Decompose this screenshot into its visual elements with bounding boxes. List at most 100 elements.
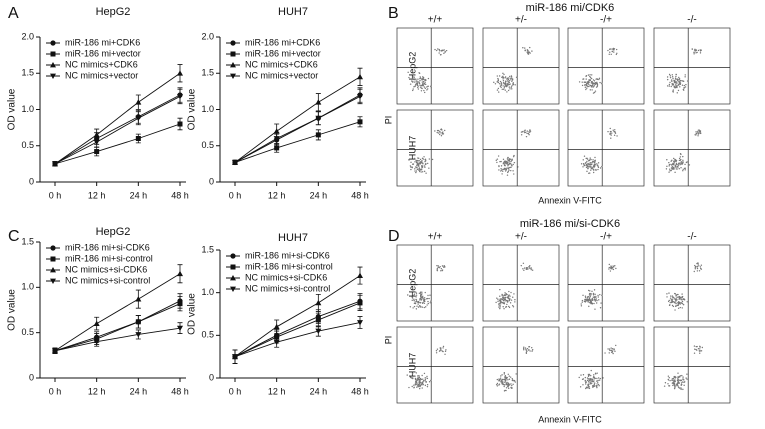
cytometry-dot	[415, 298, 417, 301]
cytometry-dot	[526, 347, 529, 350]
cytometry-dot	[421, 381, 424, 383]
cytometry-dot	[614, 265, 616, 267]
chart-title: HUH7	[278, 232, 308, 244]
cytometry-dot	[671, 382, 674, 384]
cytometry-dot	[499, 304, 501, 307]
data-marker	[315, 299, 322, 306]
cytometry-dot	[699, 130, 701, 132]
cytometry-dot	[666, 78, 669, 81]
cytometry-dot	[415, 171, 417, 174]
cytometry-dot	[508, 169, 510, 171]
data-marker	[50, 245, 56, 251]
cytometry-dot	[668, 85, 670, 87]
cytometry-dot	[414, 382, 417, 384]
cytometry-dot	[441, 265, 444, 267]
cytometry-dot	[596, 380, 598, 382]
cytometry-dot	[420, 383, 422, 385]
cytometry-dot	[501, 382, 504, 384]
cytometry-dot	[443, 49, 445, 51]
cytometry-dot	[524, 49, 526, 51]
cytometry-dot	[414, 302, 417, 305]
cytometry-dot	[423, 297, 426, 299]
cytometry-dot	[498, 75, 501, 77]
cytometry-dot	[679, 156, 682, 158]
flow-y-label: PI	[383, 336, 393, 345]
cytometry-dot	[428, 167, 430, 169]
cytometry-dot	[597, 381, 599, 383]
cytometry-dot	[418, 82, 421, 85]
cytometry-dot	[595, 385, 597, 387]
cytometry-dot	[599, 167, 602, 169]
cytometry-dot	[696, 265, 699, 268]
series-line	[234, 275, 361, 358]
cytometry-dot	[418, 292, 421, 295]
panel-label: C	[8, 228, 20, 245]
series-line	[234, 76, 361, 163]
flow-plot	[482, 109, 560, 187]
cytometry-dot	[587, 375, 590, 378]
y-tick-label: 1.0	[21, 104, 34, 114]
cytometry-dot	[594, 156, 596, 159]
cytometry-dot	[509, 158, 512, 160]
cytometry-dot	[421, 291, 423, 293]
cytometry-dot	[584, 301, 587, 303]
legend-label: miR-186 mi+si-CDK6	[245, 250, 330, 260]
cytometry-dot	[597, 168, 599, 171]
cytometry-dot	[525, 267, 528, 269]
cytometry-dot	[527, 349, 530, 351]
cytometry-dot	[675, 78, 677, 80]
cytometry-dot	[498, 380, 500, 382]
cytometry-dot	[593, 299, 596, 301]
cytometry-dot	[505, 384, 507, 386]
cytometry-dot	[416, 84, 419, 86]
cytometry-dot	[522, 347, 525, 350]
cytometry-dot	[438, 52, 440, 54]
cytometry-dot	[594, 300, 597, 302]
cytometry-dot	[696, 262, 698, 265]
cytometry-dot	[678, 162, 680, 164]
cytometry-dot	[588, 387, 591, 390]
cytometry-dot	[414, 166, 417, 168]
series-line	[234, 322, 361, 358]
cytometry-dot	[502, 170, 504, 172]
cytometry-dot	[438, 350, 441, 352]
legend-label: miR-186 mi+si-control	[245, 261, 333, 271]
cytometry-dot	[582, 166, 584, 168]
cytometry-dot	[668, 377, 670, 379]
cytometry-dot	[414, 375, 416, 377]
legend-label: NC mimics+vector	[65, 70, 138, 80]
cytometry-dot	[441, 269, 444, 271]
data-marker	[315, 132, 321, 138]
cytometry-dot	[499, 378, 501, 381]
cytometry-dot	[499, 288, 501, 291]
cytometry-dot	[584, 84, 587, 86]
cytometry-dot	[665, 168, 668, 170]
cytometry-dot	[503, 298, 506, 301]
cytometry-dot	[596, 164, 598, 166]
cytometry-dot	[419, 161, 422, 163]
cytometry-dot	[580, 303, 582, 305]
cytometry-dot	[420, 291, 422, 293]
cytometry-dot	[493, 81, 495, 84]
cytometry-dot	[598, 299, 600, 301]
cytometry-dot	[416, 383, 419, 385]
cytometry-dot	[670, 160, 672, 162]
series-line	[54, 123, 181, 165]
cytometry-dot	[511, 387, 513, 389]
cytometry-dot	[608, 268, 610, 270]
cytometry-dot	[683, 384, 685, 387]
cytometry-dot	[424, 91, 426, 94]
cytometry-dot	[663, 385, 666, 387]
cytometry-dot	[596, 82, 598, 84]
cytometry-dot	[497, 77, 499, 80]
cytometry-dot	[500, 160, 502, 163]
cytometry-dot	[496, 378, 499, 381]
cytometry-dot	[418, 381, 420, 383]
cytometry-dot	[425, 163, 427, 165]
cytometry-dot	[527, 267, 529, 269]
data-marker	[177, 121, 183, 127]
cytometry-dot	[510, 160, 512, 163]
x-tick-label: 12 h	[88, 386, 106, 396]
cytometry-dot	[585, 78, 587, 80]
cytometry-dot	[513, 173, 515, 175]
